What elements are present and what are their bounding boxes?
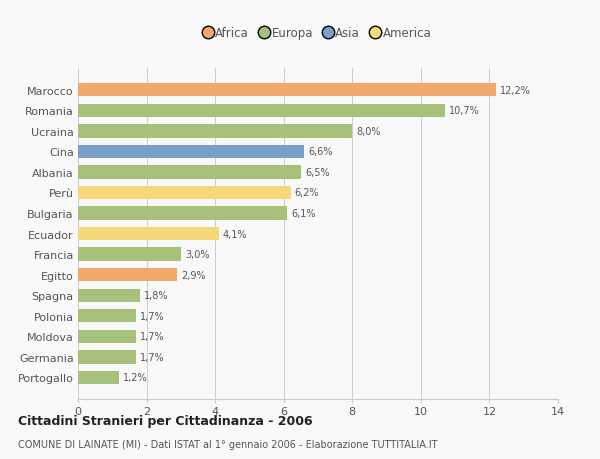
Text: COMUNE DI LAINATE (MI) - Dati ISTAT al 1° gennaio 2006 - Elaborazione TUTTITALIA: COMUNE DI LAINATE (MI) - Dati ISTAT al 1…: [18, 440, 437, 449]
Bar: [78, 104, 445, 118]
Bar: [78, 186, 290, 200]
Text: 12,2%: 12,2%: [500, 85, 531, 95]
Bar: [78, 207, 287, 220]
Text: 6,1%: 6,1%: [291, 208, 316, 218]
Text: 1,8%: 1,8%: [144, 291, 169, 301]
Text: 1,2%: 1,2%: [123, 373, 148, 383]
Bar: [78, 309, 136, 323]
Text: 1,7%: 1,7%: [140, 311, 165, 321]
Bar: [78, 125, 352, 138]
Bar: [78, 227, 218, 241]
Text: Cittadini Stranieri per Cittadinanza - 2006: Cittadini Stranieri per Cittadinanza - 2…: [18, 414, 313, 428]
Text: 6,6%: 6,6%: [308, 147, 333, 157]
Text: 1,7%: 1,7%: [140, 352, 165, 362]
Bar: [78, 84, 496, 97]
Bar: [78, 166, 301, 179]
Bar: [78, 269, 178, 282]
Bar: [78, 146, 304, 159]
Text: 6,2%: 6,2%: [295, 188, 319, 198]
Bar: [78, 371, 119, 384]
Text: 8,0%: 8,0%: [356, 127, 381, 136]
Text: 10,7%: 10,7%: [449, 106, 480, 116]
Bar: [78, 289, 140, 302]
Text: 1,7%: 1,7%: [140, 332, 165, 341]
Text: 6,5%: 6,5%: [305, 168, 329, 178]
Legend: Africa, Europa, Asia, America: Africa, Europa, Asia, America: [200, 22, 436, 44]
Text: 2,9%: 2,9%: [182, 270, 206, 280]
Bar: [78, 248, 181, 261]
Bar: [78, 351, 136, 364]
Bar: [78, 330, 136, 343]
Text: 4,1%: 4,1%: [223, 229, 247, 239]
Text: 3,0%: 3,0%: [185, 250, 209, 260]
